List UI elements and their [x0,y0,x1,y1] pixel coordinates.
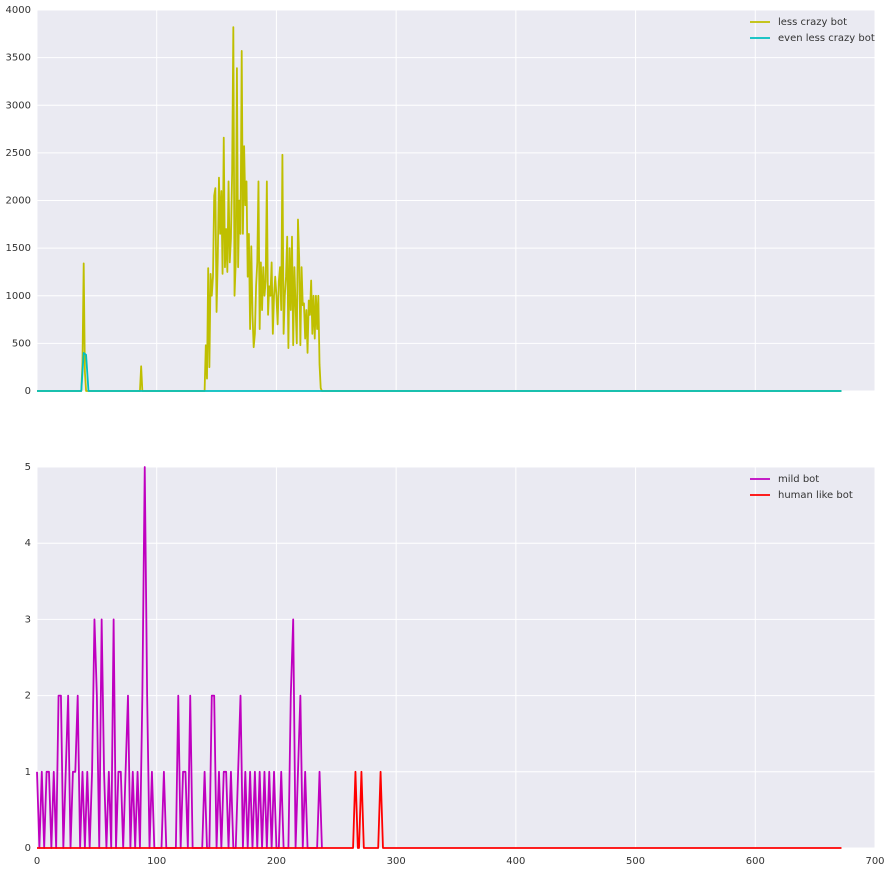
x-tick-label: 600 [746,856,765,867]
legend-label: less crazy bot [778,17,847,28]
x-tick-label: 700 [865,856,884,867]
legend-label: human like bot [778,490,853,501]
y-tick-label: 4000 [6,5,31,16]
y-tick-label: 1 [25,767,31,778]
y-tick-label: 4 [25,538,31,549]
y-tick-label: 3000 [6,100,31,111]
x-tick-label: 500 [626,856,645,867]
y-tick-label: 500 [12,338,31,349]
y-tick-label: 2 [25,691,31,702]
legend-label: even less crazy bot [778,33,875,44]
legend-label: mild bot [778,474,819,485]
series-line [36,466,323,849]
y-tick-label: 3500 [6,53,31,64]
series-line [37,770,842,849]
x-tick-label: 200 [267,856,286,867]
x-tick-label: 300 [387,856,406,867]
y-tick-label: 1500 [6,243,31,254]
y-tick-label: 2000 [6,196,31,207]
y-tick-label: 2500 [6,148,31,159]
y-tick-label: 5 [25,462,31,473]
x-tick-label: 0 [34,856,40,867]
x-tick-label: 100 [147,856,166,867]
y-tick-label: 3 [25,614,31,625]
y-tick-label: 0 [25,386,31,397]
y-tick-label: 0 [25,843,31,854]
x-tick-label: 400 [506,856,525,867]
series-line [37,26,842,392]
series-line [37,352,842,392]
y-tick-label: 1000 [6,291,31,302]
